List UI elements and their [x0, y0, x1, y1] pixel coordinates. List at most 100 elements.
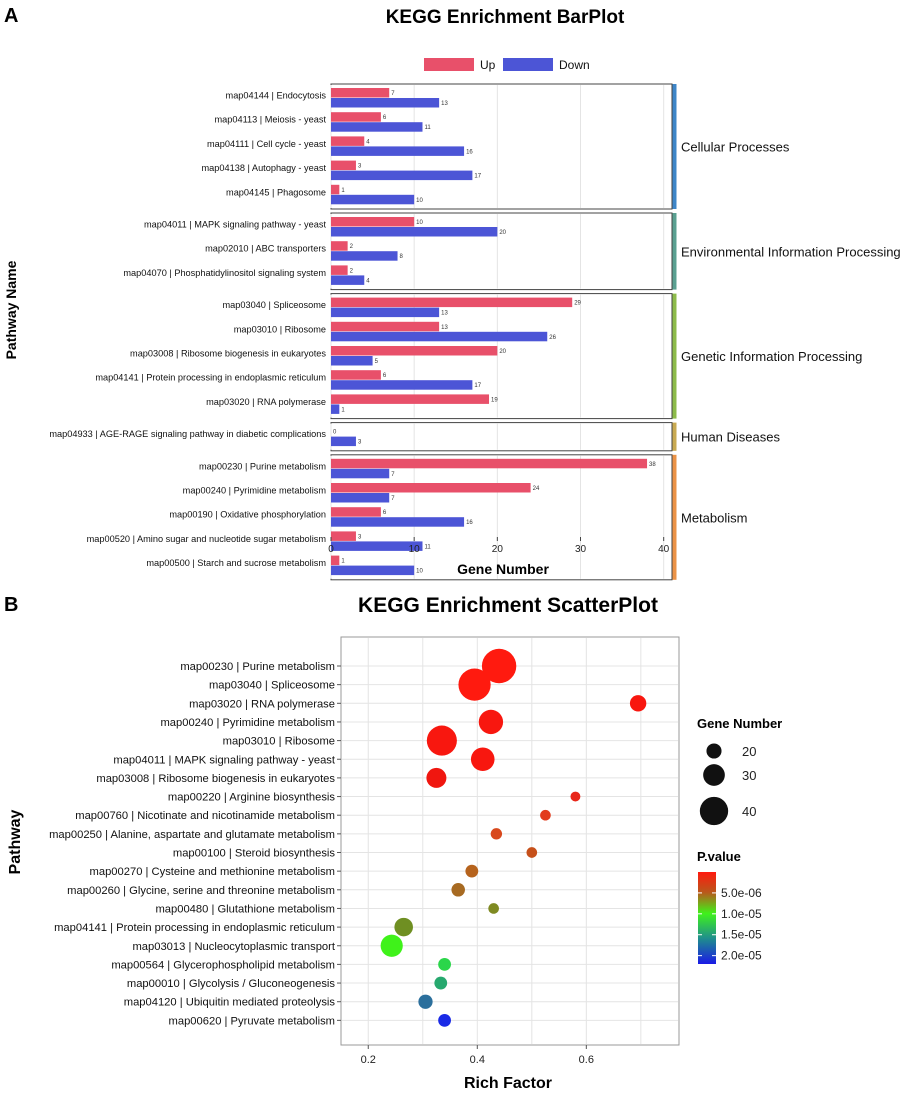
scatter-x-axis: 0.2 0.4 0.6	[361, 1045, 594, 1066]
bar-row: 19 1	[331, 394, 498, 414]
bar-group-cellular-processes: Cellular Processes 7 13 6 11 4 16 3 17 1 10	[330, 83, 790, 210]
bar-up	[331, 136, 365, 146]
size-legend: Gene Number 20 30 40	[697, 716, 782, 826]
bar-down-value: 17	[474, 174, 481, 180]
scatter-chart: KEGG Enrichment ScatterPlot map00230 | Pu…	[7, 594, 782, 1092]
bar-up-value: 38	[649, 462, 656, 468]
color-legend-label: 1.0e-05	[721, 907, 762, 921]
scatter-category-label: map03010 | Ribosome	[223, 736, 335, 748]
bar-up	[331, 297, 573, 308]
bar-down	[331, 170, 473, 181]
bar-down-value: 16	[466, 520, 473, 526]
bar-up	[331, 112, 381, 122]
bar-down	[331, 380, 473, 390]
scatter-point	[380, 934, 403, 957]
bar-group-strip	[672, 422, 677, 451]
bar-down-value: 10	[416, 569, 423, 575]
bar-group-label: Metabolism	[681, 510, 747, 525]
bar-x-tick-label: 30	[575, 544, 587, 555]
bar-category-label: map04145 | Phagosome	[226, 187, 326, 197]
bar-category-label: map04113 | Meiosis - yeast	[215, 115, 327, 125]
scatter-point	[394, 917, 413, 937]
bar-row: 10 20	[331, 217, 507, 237]
bar-up	[331, 555, 340, 566]
bar-up-value: 3	[358, 164, 362, 170]
bar-up-value: 1	[341, 188, 345, 194]
bar-category-label: map03010 | Ribosome	[234, 324, 326, 334]
bar-category-label: map03008 | Ribosome biogenesis in eukary…	[130, 349, 326, 359]
bar-down	[331, 517, 465, 527]
scatter-point	[540, 809, 551, 821]
legend-swatch-down	[503, 58, 553, 71]
bar-down-value: 11	[424, 125, 431, 131]
bar-row: 6 17	[331, 370, 482, 390]
bar-category-label: map04933 | AGE-RAGE signaling pathway in…	[49, 429, 326, 439]
bar-down-value: 13	[441, 101, 448, 107]
bar-up	[331, 483, 531, 493]
bar-x-tick-label: 10	[409, 544, 421, 555]
bar-down	[331, 468, 390, 479]
bar-group-strip	[672, 293, 677, 419]
bar-down-value: 16	[466, 149, 473, 155]
bar-down	[331, 146, 465, 156]
scatter-point	[418, 994, 433, 1009]
size-legend-circle	[699, 796, 729, 826]
bar-group-environmental-information-processing: Environmental Information Processing 10 20…	[330, 212, 901, 291]
bar-down-value: 11	[424, 544, 431, 550]
scatter-x-axis-title: Rich Factor	[464, 1075, 552, 1092]
scatter-category-label: map04120 | Ubiquitin mediated proteolysi…	[124, 997, 336, 1009]
bar-group-strip	[672, 84, 677, 209]
bar-row: 24 7	[331, 483, 540, 503]
scatter-point	[481, 648, 517, 684]
scatter-x-tick-label: 0.4	[470, 1054, 485, 1066]
bar-x-tick-label: 20	[492, 544, 504, 555]
bar-up-value: 6	[383, 510, 387, 516]
bar-up-value: 6	[383, 373, 387, 379]
size-legend-title: Gene Number	[697, 716, 782, 731]
bar-row: 7 13	[331, 88, 448, 108]
color-legend: P.value 5.0e-06 1.0e-05 1.5e-05 2.0e-05	[697, 849, 762, 964]
bar-group-frame	[330, 422, 673, 452]
scatter-point	[438, 1013, 451, 1027]
bar-up-value: 2	[350, 268, 354, 274]
bar-category-label: map00230 | Purine metabolism	[199, 461, 326, 471]
color-legend-bar	[698, 872, 716, 964]
bar-category-label: map02010 | ABC transporters	[205, 244, 326, 254]
bar-down-value: 7	[391, 496, 395, 502]
legend-swatch-up	[424, 58, 474, 71]
bar-row: 20 5	[331, 346, 507, 366]
bar-up-value: 1	[341, 559, 345, 565]
bar-category-label: map04138 | Autophagy - yeast	[202, 163, 327, 173]
bar-up	[331, 160, 356, 171]
bar-down-value: 3	[358, 440, 362, 446]
scatter-category-label: map00564 | Glycerophospholipid metabolis…	[111, 959, 335, 971]
scatter-point	[465, 864, 479, 878]
scatter-category-label: map04141 | Protein processing in endopla…	[54, 922, 335, 934]
scatter-point	[434, 976, 448, 990]
bar-up	[331, 370, 381, 380]
scatter-plot-area	[340, 636, 680, 1046]
bar-up	[331, 346, 498, 356]
scatter-x-tick-label: 0.6	[579, 1054, 594, 1066]
scatter-point	[488, 903, 499, 914]
bar-chart: KEGG Enrichment BarPlot Up Down map04144 | …	[3, 7, 901, 581]
bar-chart-title: KEGG Enrichment BarPlot	[386, 7, 625, 28]
bar-up-value: 3	[358, 534, 362, 540]
scatter-category-label: map00220 | Arginine biosynthesis	[168, 792, 336, 804]
bar-group-strip	[672, 213, 677, 290]
scatter-category-label: map00100 | Steroid biosynthesis	[173, 848, 336, 860]
bar-down	[331, 251, 398, 261]
bar-down	[331, 122, 423, 132]
bar-row: 03	[331, 430, 362, 447]
bar-category-label: map00190 | Oxidative phosphorylation	[169, 510, 326, 520]
size-legend-circle	[703, 764, 725, 786]
scatter-category-label: map04011 | MAPK signaling pathway - yeas…	[113, 754, 335, 766]
bar-category-label: map03020 | RNA polymerase	[206, 397, 326, 407]
bar-category-label: map04111 | Cell cycle - yeast	[207, 139, 326, 149]
scatter-gridlines	[342, 638, 678, 1044]
bar-down-value: 20	[499, 230, 506, 236]
scatter-points	[380, 648, 647, 1027]
bar-category-label: map00520 | Amino sugar and nucleotide su…	[87, 534, 327, 544]
bar-down	[331, 493, 390, 503]
